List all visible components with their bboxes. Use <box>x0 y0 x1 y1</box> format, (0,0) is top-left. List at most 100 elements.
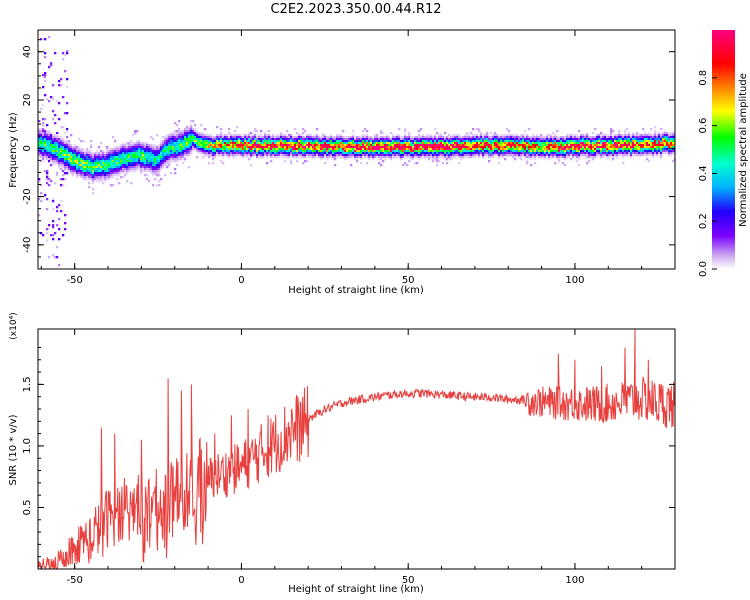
spectrogram-cell <box>208 152 211 155</box>
spectrogram-cell <box>54 122 57 125</box>
spectrogram-cell <box>102 178 105 181</box>
spectrogram-cell <box>512 156 515 159</box>
spectrogram-cell <box>230 136 233 139</box>
spectrogram-cell <box>332 136 335 139</box>
spectrogram-cell <box>210 134 213 137</box>
spectrogram-cell <box>566 142 569 145</box>
spectrogram-cell <box>512 142 515 145</box>
spectrogram-cell <box>392 144 395 147</box>
spectrogram-cell <box>56 134 59 137</box>
spectrogram-cell <box>390 132 393 135</box>
spectrogram-cell <box>476 138 479 141</box>
spectrogram-cell <box>76 164 79 167</box>
spectrogram-cell <box>72 168 75 171</box>
spectrogram-cell <box>128 154 131 157</box>
spectrogram-cell <box>454 138 457 141</box>
spectrogram-cell <box>610 136 613 139</box>
spectrogram-cell <box>586 140 589 143</box>
spectrogram-cell <box>38 156 41 159</box>
spectrogram-cell <box>284 154 287 157</box>
spectrogram-cell <box>512 144 515 147</box>
spectrogram-cell <box>60 144 63 147</box>
spectrogram-cell <box>68 170 71 173</box>
spectrogram-cell <box>558 146 561 149</box>
spectrogram-cell <box>310 138 313 141</box>
spectrogram-cell <box>526 138 529 141</box>
spectrogram-cell <box>82 176 85 179</box>
spectrogram-cell <box>456 134 459 137</box>
spectrogram-cell <box>350 164 353 167</box>
spectrogram-cell <box>416 138 419 141</box>
spectrogram-cell <box>248 150 251 153</box>
spectrogram-cell <box>560 144 563 147</box>
spectrogram-cell <box>284 160 287 163</box>
spectrogram-cell <box>194 144 197 147</box>
spectrogram-cell <box>602 156 605 159</box>
spectrogram-cell <box>546 146 549 149</box>
spectrogram-cell <box>98 162 101 165</box>
spectrogram-cell <box>182 148 185 151</box>
spectrogram-cell <box>348 140 351 143</box>
spectrogram-cell <box>204 146 207 149</box>
spectrogram-cell <box>94 158 97 161</box>
spectrogram-cell <box>280 144 283 147</box>
spectrogram-cell <box>106 160 109 163</box>
spectrogram-cell <box>606 140 609 143</box>
spectrogram-cell <box>192 136 195 139</box>
spectrogram-cell <box>210 144 213 147</box>
spectrogram-cell <box>224 140 227 143</box>
spectrogram-cell <box>538 150 541 153</box>
spectrogram-cell <box>74 152 77 155</box>
spectrogram-cell <box>88 176 91 179</box>
spectrogram-cell <box>470 142 473 145</box>
spectrogram-cell <box>276 142 279 145</box>
spectrogram-cell <box>488 156 491 159</box>
spectrogram-cell <box>488 150 491 153</box>
spectrogram-cell <box>52 208 55 211</box>
spectrogram-cell <box>490 156 493 159</box>
spectrogram-cell <box>170 138 173 141</box>
spectrogram-cell <box>60 200 63 203</box>
spectrogram-cell <box>518 156 521 159</box>
spectrogram-cell <box>244 146 247 149</box>
spectrogram-cell <box>394 156 397 159</box>
spectrogram-cell <box>166 140 169 143</box>
spectrogram-cell <box>630 156 633 159</box>
spectrogram-cell <box>290 162 293 165</box>
spectrogram-cell <box>570 142 573 145</box>
spectrogram-cell <box>428 156 431 159</box>
spectrogram-cell <box>320 140 323 143</box>
spectrogram-cell <box>90 166 93 169</box>
spectrogram-cell <box>408 146 411 149</box>
spectrogram-cell <box>552 156 555 159</box>
spectrogram-cell <box>518 148 521 151</box>
spectrogram-cell <box>336 154 339 157</box>
spectrogram-cell <box>556 158 559 161</box>
spectrogram-cell <box>296 136 299 139</box>
spectrogram-cell <box>178 146 181 149</box>
spectrogram-cell <box>160 148 163 151</box>
spectrogram-cell <box>40 130 43 133</box>
spectrogram-cell <box>58 162 61 165</box>
spectrogram-cell <box>442 154 445 157</box>
spectrogram-cell <box>424 142 427 145</box>
spectrogram-cell <box>68 168 71 171</box>
spectrogram-cell <box>628 150 631 153</box>
spectrogram-cell <box>626 152 629 155</box>
spectrogram-cell <box>548 150 551 153</box>
spectrogram-cell <box>258 138 261 141</box>
spectrogram-cell <box>58 158 61 161</box>
spectrogram-cell <box>276 148 279 151</box>
spectrogram-cell <box>540 152 543 155</box>
spectrogram-cell <box>114 164 117 167</box>
spectrogram-cell <box>166 164 169 167</box>
spectrogram-cell <box>324 138 327 141</box>
spectrogram-cell <box>156 174 159 177</box>
spectrogram-cell <box>90 170 93 173</box>
spectrogram-cell <box>548 138 551 141</box>
spectrogram-cell <box>78 138 81 141</box>
spectrogram-cell <box>56 146 59 149</box>
spectrogram-cell <box>470 146 473 149</box>
spectrogram-cell <box>398 152 401 155</box>
